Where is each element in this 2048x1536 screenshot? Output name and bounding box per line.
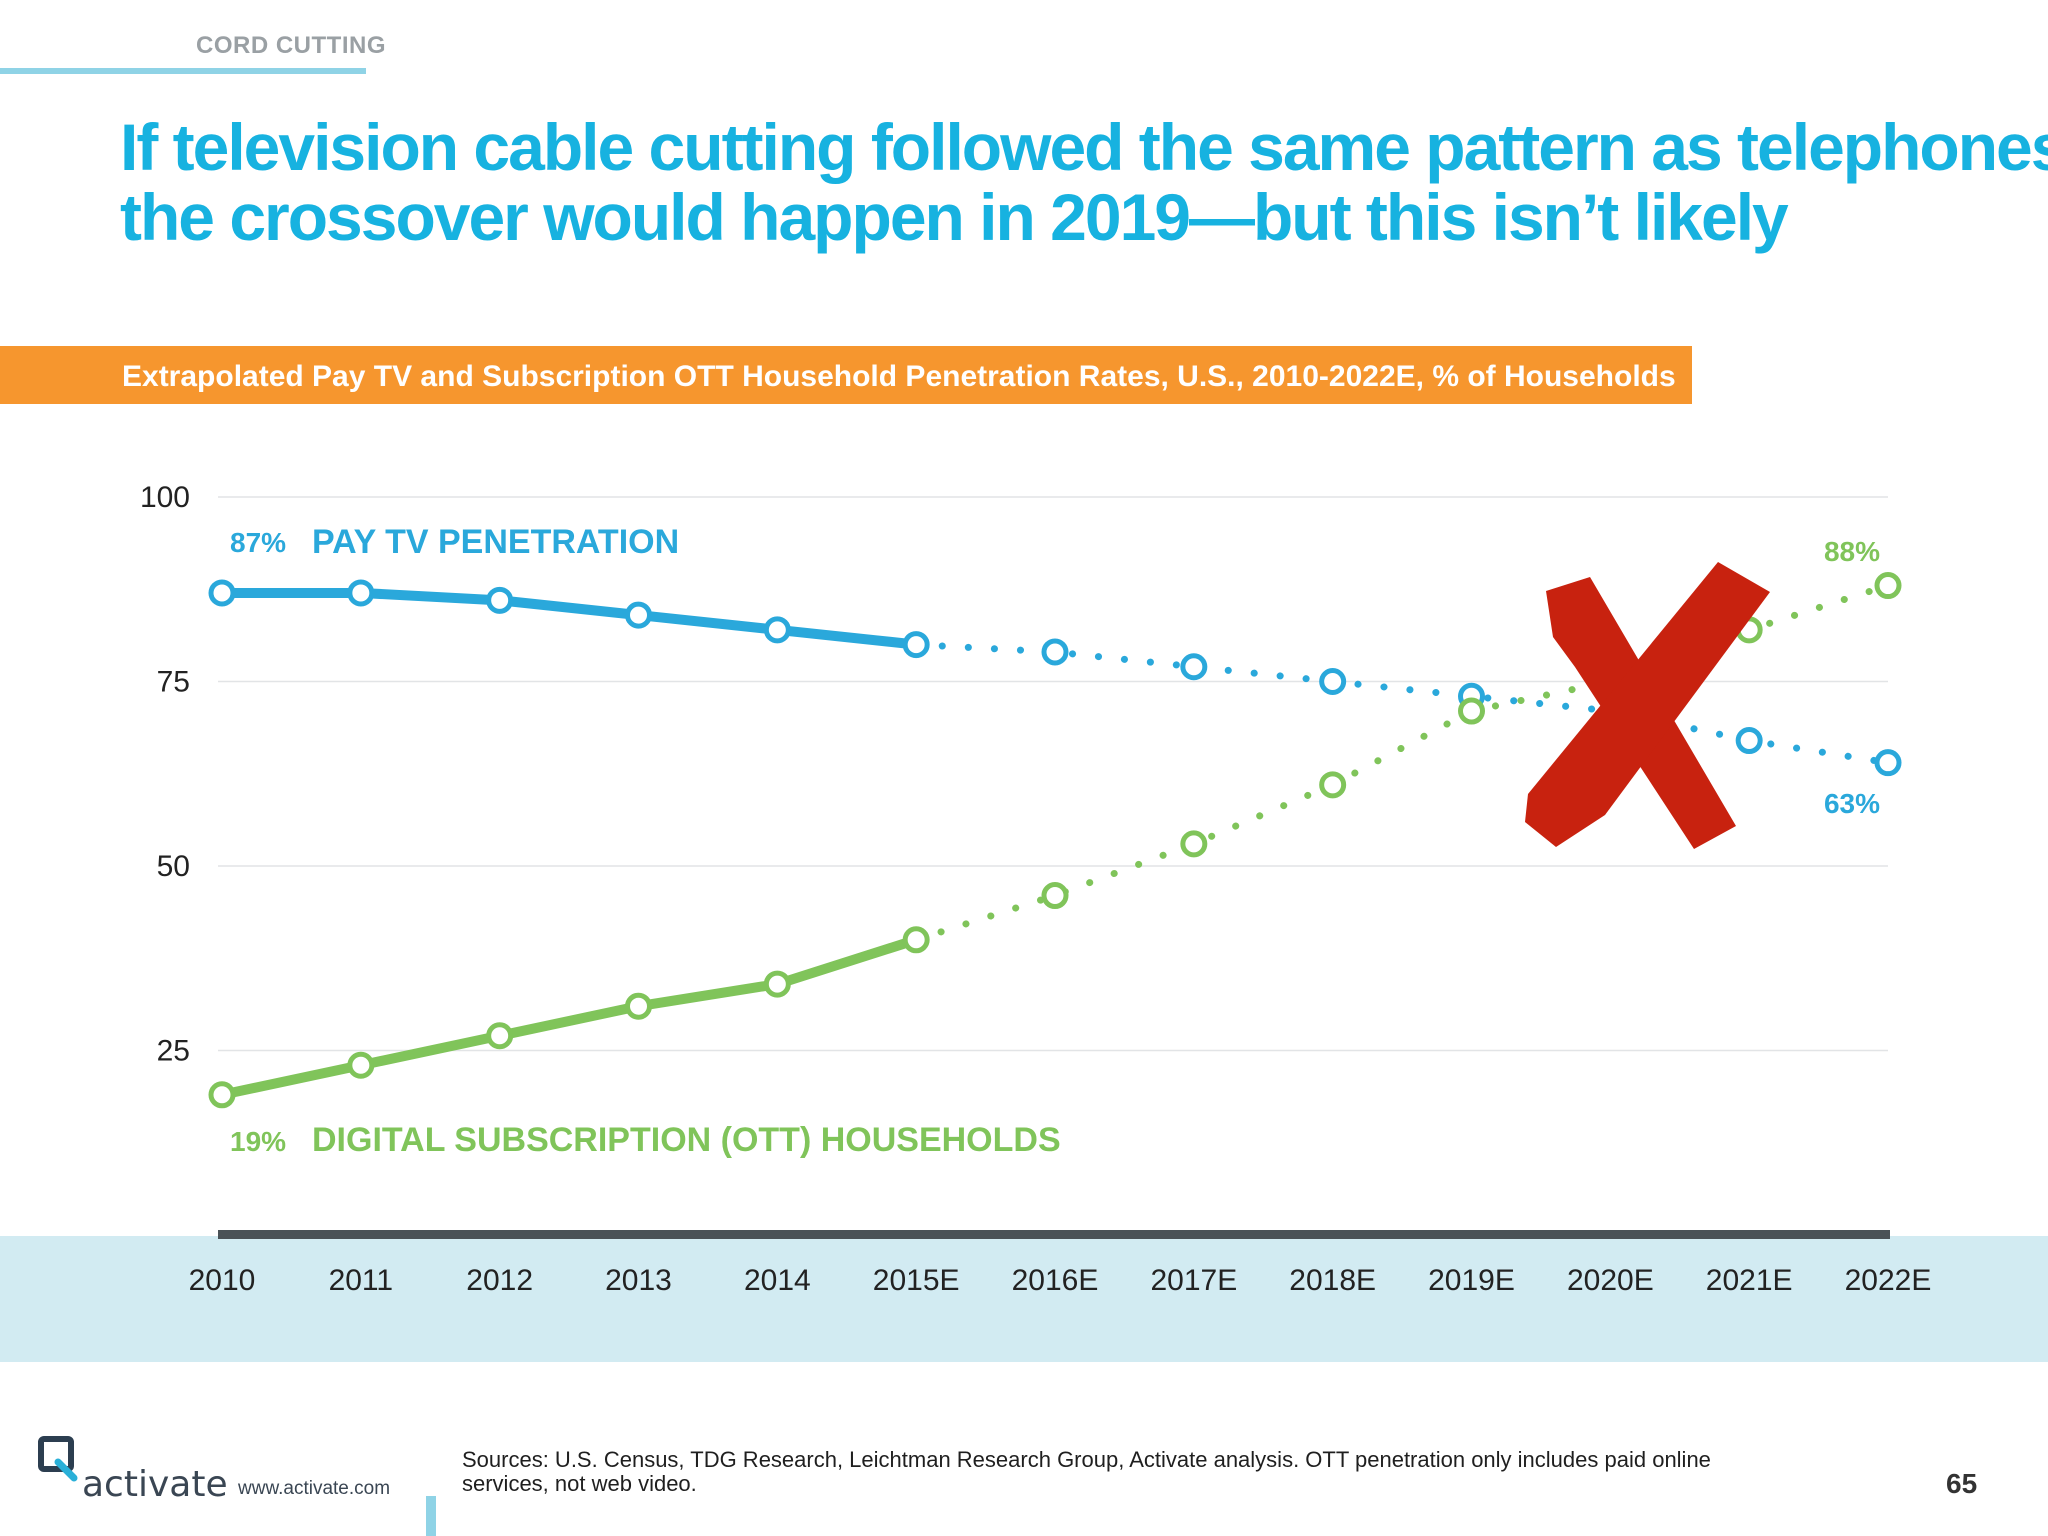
page-number: 65 [1946, 1468, 1978, 1499]
x-tick-label: 2016E [1012, 1264, 1099, 1297]
pay_tv-point-2016E [1041, 638, 1069, 666]
ott-point-2018E [1319, 771, 1347, 799]
pay_tv-point-2015E [902, 631, 930, 659]
x-tick-label: 2021E [1706, 1264, 1793, 1297]
x-tick-label: 2017E [1150, 1264, 1237, 1297]
ott-series-name: DIGITAL SUBSCRIPTION (OTT) HOUSEHOLDS [312, 1121, 1061, 1159]
ott-point-2013 [625, 992, 652, 1020]
x-tick-label: 2015E [873, 1264, 960, 1297]
brand-url[interactable]: www.activate.com [238, 1478, 391, 1499]
ott-point-2019E [1458, 697, 1485, 725]
x-axis-line [218, 1230, 1890, 1239]
x-tick-label: 2014 [744, 1264, 811, 1297]
pay_tv-point-2017E [1180, 653, 1208, 681]
section-rule [0, 68, 366, 74]
sources-note: Sources: U.S. Census, TDG Research, Leic… [462, 1447, 1711, 1496]
section-label: CORD CUTTING [196, 32, 386, 59]
ott-point-2010 [208, 1081, 236, 1109]
line-chart: 100 75 50 25 2010 2011 2012 2013 2014 2015E 2016E… [140, 481, 1932, 1297]
pay_tv-point-2010 [208, 579, 236, 607]
x-mark-stroke-forward [1525, 562, 1770, 847]
pay_tv-point-2013 [625, 601, 652, 629]
x-tick-label: 2018E [1289, 1264, 1376, 1297]
x-axis-band [0, 1236, 2048, 1362]
ott-point-2017E [1180, 830, 1208, 858]
pay_tv-point-2018E [1319, 668, 1347, 695]
y-tick-label: 100 [140, 481, 190, 514]
ott-projected-line [912, 582, 1892, 944]
x-tick-label: 2022E [1845, 1264, 1932, 1297]
y-tick-label: 25 [157, 1035, 190, 1068]
ott-point-2015E [902, 926, 930, 954]
ott-point-2012 [486, 1022, 514, 1050]
chart-title: Extrapolated Pay TV and Subscription OTT… [122, 360, 1676, 393]
ott-point-2016E [1041, 882, 1069, 910]
x-tick-label: 2020E [1567, 1264, 1654, 1297]
crossover-x-mark [1525, 562, 1770, 849]
pay_tv-point-2014 [763, 616, 791, 644]
x-tick-label: 2011 [329, 1264, 394, 1297]
y-tick-label: 50 [157, 850, 190, 883]
pay_tv-actual-line [217, 587, 922, 650]
x-tick-label: 2012 [466, 1264, 533, 1297]
pay-tv-start-value: 87% [230, 527, 286, 558]
page-title-line-2: the crossover would happen in 2019—but t… [120, 180, 1789, 254]
pay_tv-point-2012 [486, 586, 514, 614]
y-axis-labels: 100 75 50 25 [140, 481, 190, 1068]
pay_tv-point-2021E [1735, 727, 1763, 755]
y-tick-label: 75 [157, 666, 190, 699]
pay-tv-series-name: PAY TV PENETRATION [312, 523, 679, 561]
x-tick-label: 2019E [1428, 1264, 1515, 1297]
series-ott [208, 572, 1902, 1109]
series-labels: 87% PAY TV PENETRATION 63% 19% DIGITAL SUBSC… [230, 523, 1880, 1159]
chart-title-banner: Extrapolated Pay TV and Subscription OTT… [0, 346, 1692, 404]
ott-end-value: 88% [1824, 536, 1880, 567]
gridlines [218, 496, 1888, 1052]
page-title: If television cable cutting followed the… [120, 110, 2048, 254]
pay-tv-end-value: 63% [1824, 788, 1880, 819]
page-title-line-1: If television cable cutting followed the… [120, 110, 2048, 184]
ott-point-2022E [1874, 572, 1902, 600]
footer-accent-bar [426, 1496, 436, 1536]
x-axis-labels: 2010 2011 2012 2013 2014 2015E 2016E 2017E 2018E… [189, 1264, 1932, 1297]
brand-name: activate [82, 1464, 228, 1505]
pay_tv-point-2011 [347, 579, 375, 607]
ott-actual-line [217, 934, 922, 1100]
series [208, 572, 1902, 1109]
x-tick-label: 2010 [189, 1264, 256, 1297]
ott-point-2011 [347, 1051, 375, 1079]
ott-start-value: 19% [230, 1126, 286, 1157]
x-tick-label: 2013 [605, 1264, 672, 1297]
pay_tv-point-2022E [1874, 749, 1902, 777]
activate-logo-icon [38, 1436, 78, 1482]
ott-point-2014 [763, 970, 791, 998]
